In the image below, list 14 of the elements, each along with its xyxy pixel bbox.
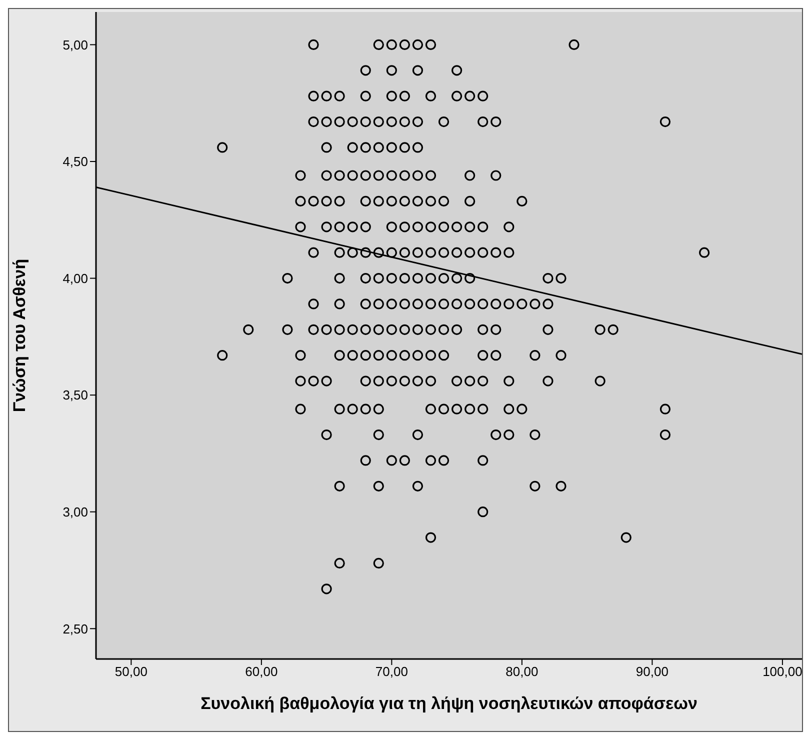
y-tick-label: 2,50: [62, 621, 88, 636]
y-tick-label: 4,00: [62, 270, 88, 286]
x-tick-label: 100,00: [762, 664, 802, 680]
y-tick-label: 3,00: [62, 504, 88, 520]
y-tick-label: 4,50: [62, 154, 88, 170]
x-tick-label: 50,00: [114, 664, 148, 680]
y-axis-title: Γνώση του Ασθενή: [10, 258, 30, 412]
y-tick-label: 3,50: [62, 388, 88, 403]
x-tick-label: 80,00: [506, 664, 538, 680]
x-tick-label: 90,00: [636, 664, 668, 680]
x-axis-title: Συνολική βαθμολογία για τη λήψη νοσηλευτικών αποφάσεων: [200, 694, 698, 713]
x-tick-label: 60,00: [245, 664, 278, 680]
x-tick-label: 70,00: [375, 664, 408, 680]
y-tick-label: 5,00: [62, 37, 88, 52]
